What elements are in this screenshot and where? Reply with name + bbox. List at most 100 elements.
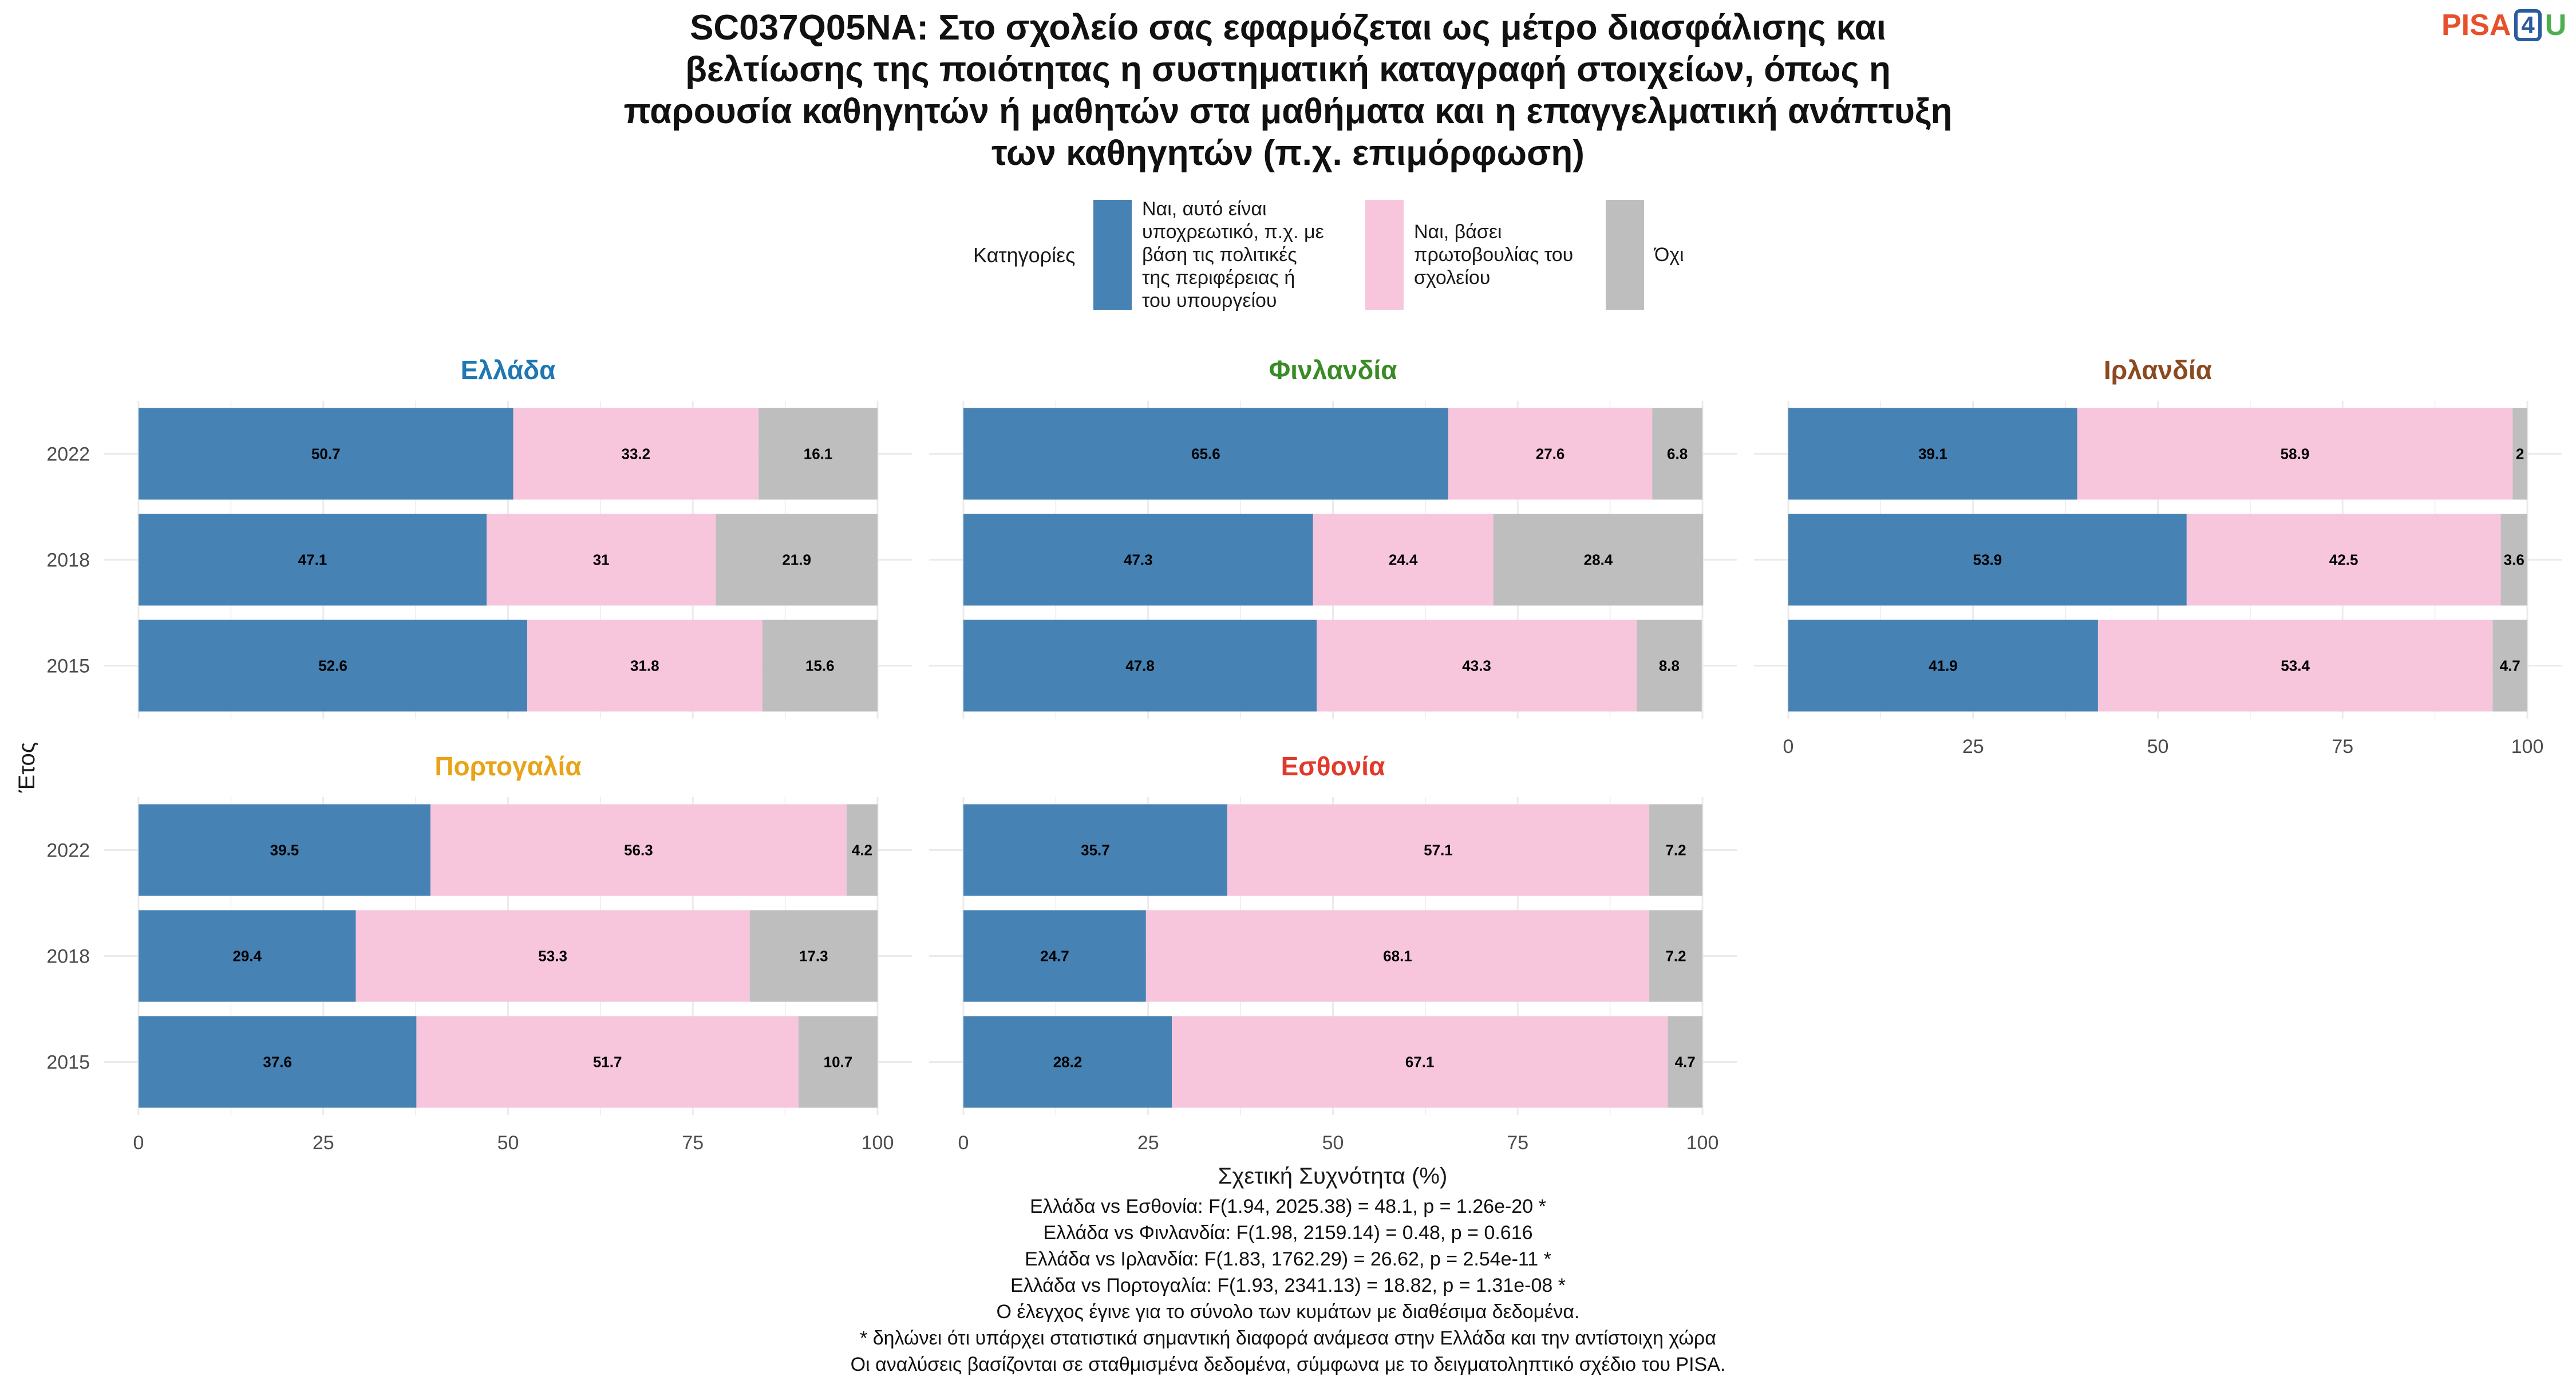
bar-segment [1145, 910, 1650, 1002]
bar-value-label: 28.2 [1053, 1054, 1082, 1071]
bar-segment [963, 514, 1313, 606]
x-tick-label: 50 [1322, 1132, 1344, 1154]
bar-segment [716, 514, 878, 606]
bar-value-label: 4.7 [2500, 657, 2520, 675]
bar-value-label: 8.8 [1659, 657, 1680, 675]
bar-segment [355, 910, 750, 1002]
bar-value-label: 41.9 [1929, 657, 1958, 675]
bar-segment [1313, 514, 1494, 606]
bar-value-label: 52.6 [318, 657, 347, 675]
x-tick-label: 25 [1962, 736, 1984, 758]
x-tick-label: 25 [1137, 1132, 1159, 1154]
bar-segment [487, 514, 716, 606]
bar-value-label: 2 [2516, 445, 2524, 463]
y-tick-label: 2022 [46, 840, 90, 862]
x-tick-label: 75 [1507, 1132, 1528, 1154]
title-line: βελτίωσης της ποιότητας η συστηματική κα… [685, 50, 1891, 89]
bar-value-label: 24.7 [1040, 948, 1069, 965]
footnote: Ελλάδα vs Πορτογαλία: F(1.93, 2341.13) =… [1010, 1275, 1566, 1296]
x-tick-label: 100 [2511, 736, 2544, 758]
x-tick-label: 75 [2332, 736, 2353, 758]
bar-segment [139, 910, 356, 1002]
bar-value-label: 10.7 [824, 1054, 853, 1071]
bar-value-label: 33.2 [622, 445, 651, 463]
bar-segment [2077, 408, 2513, 500]
title-line: των καθηγητών (π.χ. επιμόρφωση) [991, 133, 1585, 173]
bar-segment [2500, 514, 2527, 606]
bar-segment [1788, 620, 2098, 712]
logo-text-u: U [2545, 9, 2567, 42]
bar-segment [758, 408, 878, 500]
bar-value-label: 37.6 [263, 1054, 292, 1071]
bar-value-label: 47.8 [1125, 657, 1155, 675]
bar-segment [1649, 804, 1702, 896]
bar-segment [139, 804, 430, 896]
bar-value-label: 47.1 [298, 551, 327, 569]
bar-segment [430, 804, 847, 896]
bar-segment [416, 1016, 799, 1108]
bar-value-label: 56.3 [624, 842, 653, 859]
bar-segment [1637, 620, 1702, 712]
bar-value-label: 50.7 [311, 445, 341, 463]
chart-title: SC037Q05NA: Στο σχολείο σας εφαρμόζεται … [487, 7, 2089, 174]
bar-value-label: 4.2 [852, 842, 872, 859]
bar-value-label: 15.6 [805, 657, 835, 675]
pisa4u-logo: PISA 4 U [2441, 8, 2566, 42]
bar-value-label: 67.1 [1405, 1054, 1435, 1071]
bar-value-label: 57.1 [1424, 842, 1453, 859]
bar-value-label: 27.6 [1536, 445, 1565, 463]
bar-segment [749, 910, 878, 1002]
bar-value-label: 65.6 [1191, 445, 1220, 463]
panel-title: Πορτογαλία [434, 751, 581, 781]
bar-segment [762, 620, 878, 712]
footnote: * δηλώνει ότι υπάρχει στατιστικά σημαντι… [860, 1327, 1716, 1349]
footnote: Ελλάδα vs Ιρλανδία: F(1.83, 1762.29) = 2… [1025, 1248, 1551, 1270]
bar-segment [2186, 514, 2501, 606]
bar-value-label: 7.2 [1665, 842, 1686, 859]
y-tick-label: 2022 [46, 444, 90, 466]
bar-segment [798, 1016, 878, 1108]
panel-title: Εσθονία [1281, 751, 1385, 781]
bar-segment [1227, 804, 1650, 896]
bar-segment [1317, 620, 1637, 712]
bar-segment [1668, 1016, 1702, 1108]
bar-value-label: 28.4 [1584, 551, 1613, 569]
panel-title: Ελλάδα [461, 355, 556, 385]
bar-value-label: 6.8 [1667, 445, 1688, 463]
bar-value-label: 68.1 [1383, 948, 1412, 965]
bar-value-label: 39.5 [270, 842, 299, 859]
bar-segment [2097, 620, 2493, 712]
footnote: Οι αναλύσεις βασίζονται σε σταθμισμένα δ… [850, 1354, 1726, 1375]
bar-segment [963, 910, 1146, 1002]
bar-segment [139, 408, 513, 500]
x-tick-label: 50 [2147, 736, 2169, 758]
bar-segment [513, 408, 759, 500]
x-tick-label: 0 [133, 1132, 144, 1154]
bar-value-label: 3.6 [2504, 551, 2524, 569]
y-tick-label: 2015 [46, 1052, 90, 1074]
bar-segment [139, 1016, 417, 1108]
bar-value-label: 53.9 [1973, 551, 2002, 569]
x-tick-label: 50 [497, 1132, 519, 1154]
bar-value-label: 21.9 [782, 551, 811, 569]
bar-segment [1649, 910, 1702, 1002]
bar-segment [527, 620, 762, 712]
bar-value-label: 53.4 [2281, 657, 2310, 675]
panel-title: Φινλανδία [1269, 355, 1397, 385]
x-axis-title: Σχετική Συχνότητα (%) [1218, 1164, 1448, 1189]
bar-value-label: 35.7 [1081, 842, 1110, 859]
y-axis-title: Έτος [14, 742, 39, 793]
bar-segment [1448, 408, 1653, 500]
bar-segment [963, 408, 1448, 500]
bar-segment [1172, 1016, 1668, 1108]
footnote: Ελλάδα vs Εσθονία: F(1.94, 2025.38) = 48… [1030, 1196, 1546, 1217]
bar-value-label: 58.9 [2281, 445, 2310, 463]
bar-segment [1493, 514, 1704, 606]
bar-value-label: 31 [593, 551, 610, 569]
logo-text-pisa: PISA [2441, 9, 2511, 42]
bar-value-label: 7.2 [1665, 948, 1686, 965]
bar-value-label: 43.3 [1462, 657, 1491, 675]
footnote: Ο έλεγχος έγινε για το σύνολο των κυμάτω… [996, 1301, 1580, 1323]
logo-text-4: 4 [2514, 9, 2542, 41]
bar-segment [846, 804, 878, 896]
